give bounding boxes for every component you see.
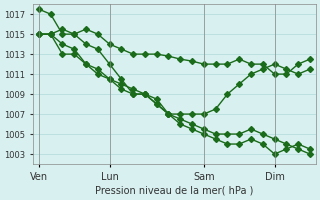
X-axis label: Pression niveau de la mer( hPa ): Pression niveau de la mer( hPa ): [95, 186, 253, 196]
